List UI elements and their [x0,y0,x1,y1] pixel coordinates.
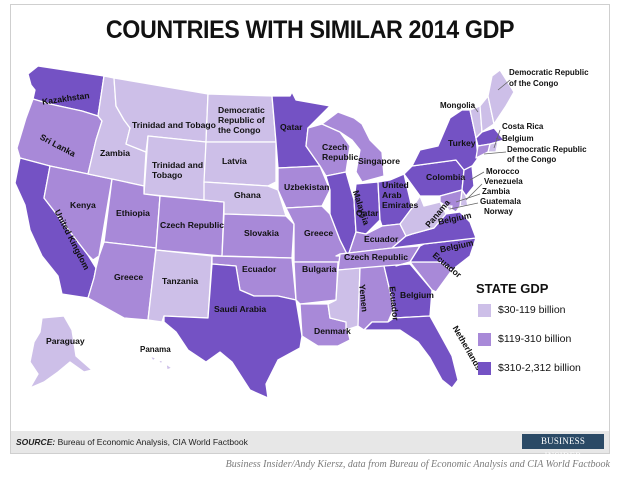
leader-de [465,183,483,201]
label-ut: Ethiopia [116,208,150,218]
label-ct-1: Democratic Republic [507,145,587,154]
label-oh-2: Arab [382,190,402,200]
label-id: Zambia [100,148,130,158]
leader-dc [449,202,479,210]
label-wy-1: Trinidad and [152,160,203,170]
label-ms: Yemen [357,284,370,313]
label-me-2: of the Congo [509,79,558,88]
state-me [487,69,515,125]
label-tn: Czech Republic [344,252,408,262]
legend-item-high: $310-2,312 billion [478,360,581,376]
label-wi-1: Czech [322,142,347,152]
label-ne: Ghana [234,190,261,200]
state-mi [321,111,385,183]
label-hi: Panama [140,345,171,354]
label-nj: Morocco [486,167,519,176]
label-ny: Turkey [448,138,476,148]
label-dc: Guatemala [480,197,521,206]
label-wi-2: Republic [322,152,359,162]
label-ga: Belgium [400,290,434,300]
legend-swatch-high [478,361,491,375]
state-tx [163,263,303,399]
label-oh-1: United [382,180,409,190]
label-mo: Greece [304,228,333,238]
label-mn: Qatar [280,122,303,132]
legend-item-low: $30-119 billion [478,302,566,318]
label-nm: Tanzania [162,276,198,286]
label-ak: Paraguay [46,336,85,346]
leader-nj [469,171,485,181]
source-note: SOURCE: Bureau of Economic Analysis, CIA… [16,437,248,447]
label-ia: Uzbekistan [284,182,329,192]
label-az: Greece [114,272,143,282]
legend-item-mid: $119-310 billion [478,331,571,347]
label-co: Czech Republic [160,220,224,230]
label-nd-2: Republic of [218,115,265,125]
label-wy-2: Tobago [152,170,182,180]
label-oh-3: Emirates [382,200,419,210]
label-sd: Latvia [222,156,247,166]
source-text: Bureau of Economic Analysis, CIA World F… [57,437,248,447]
legend-swatch-mid [478,332,491,346]
state-nj [461,165,475,197]
label-ri: Costa Rica [502,122,544,131]
footer-bar [11,431,609,453]
label-mt: Trinidad and Tobago [132,120,216,130]
legend-label-mid: $119-310 billion [498,333,572,345]
label-me-1: Democratic Republic [509,68,589,77]
leader-ma [495,137,501,141]
legend-swatch-low [478,303,491,317]
state-wv [399,195,447,237]
label-md: Zambia [482,187,511,196]
state-nc [395,237,477,271]
state-ar [293,261,339,305]
label-ks: Slovakia [244,228,279,238]
label-ky: Ecuador [364,234,399,244]
leader-md [455,193,481,203]
brand-logo: BUSINESS INSIDER [522,434,604,461]
label-nd-1: Democratic [218,105,265,115]
leader-ri [493,129,501,149]
state-ks [221,213,295,259]
label-mi: Singapore [358,156,400,166]
image-credit: Business Insider/Andy Kiersz, data from … [225,459,610,470]
label-nd-3: the Congo [218,125,260,135]
label-de: Venezuela [484,177,523,186]
label-nh: Mongolia [440,101,476,110]
state-md [439,189,463,213]
label-ct-2: of the Congo [507,155,556,164]
label-tx: Saudi Arabia [214,304,266,314]
leader-nh [471,103,479,113]
source-label: SOURCE: [16,437,56,447]
leader-me [497,79,511,91]
page-title: COUNTRIES WITH SIMILAR 2014 GDP [105,16,515,44]
label-nv: Kenya [70,200,96,210]
state-fl [363,315,459,389]
state-ct [475,143,491,159]
state-nm [147,249,213,323]
label-dc2: Norway [484,207,513,216]
state-hi [149,355,173,371]
state-sd [203,141,277,187]
label-al: Ecuador [387,286,401,322]
leader-ct [483,151,507,155]
label-in: Qatar [356,208,379,218]
label-ma: Belgium [502,134,534,143]
label-pa: Colombia [426,172,465,182]
label-ok: Ecuador [242,264,277,274]
label-la: Denmark [314,326,351,336]
legend-label-high: $310-2,312 billion [498,362,581,374]
legend-label-low: $30-119 billion [498,304,566,316]
state-ak [29,315,93,389]
legend-title: STATE GDP [476,281,549,296]
label-ar: Bulgaria [302,264,337,274]
